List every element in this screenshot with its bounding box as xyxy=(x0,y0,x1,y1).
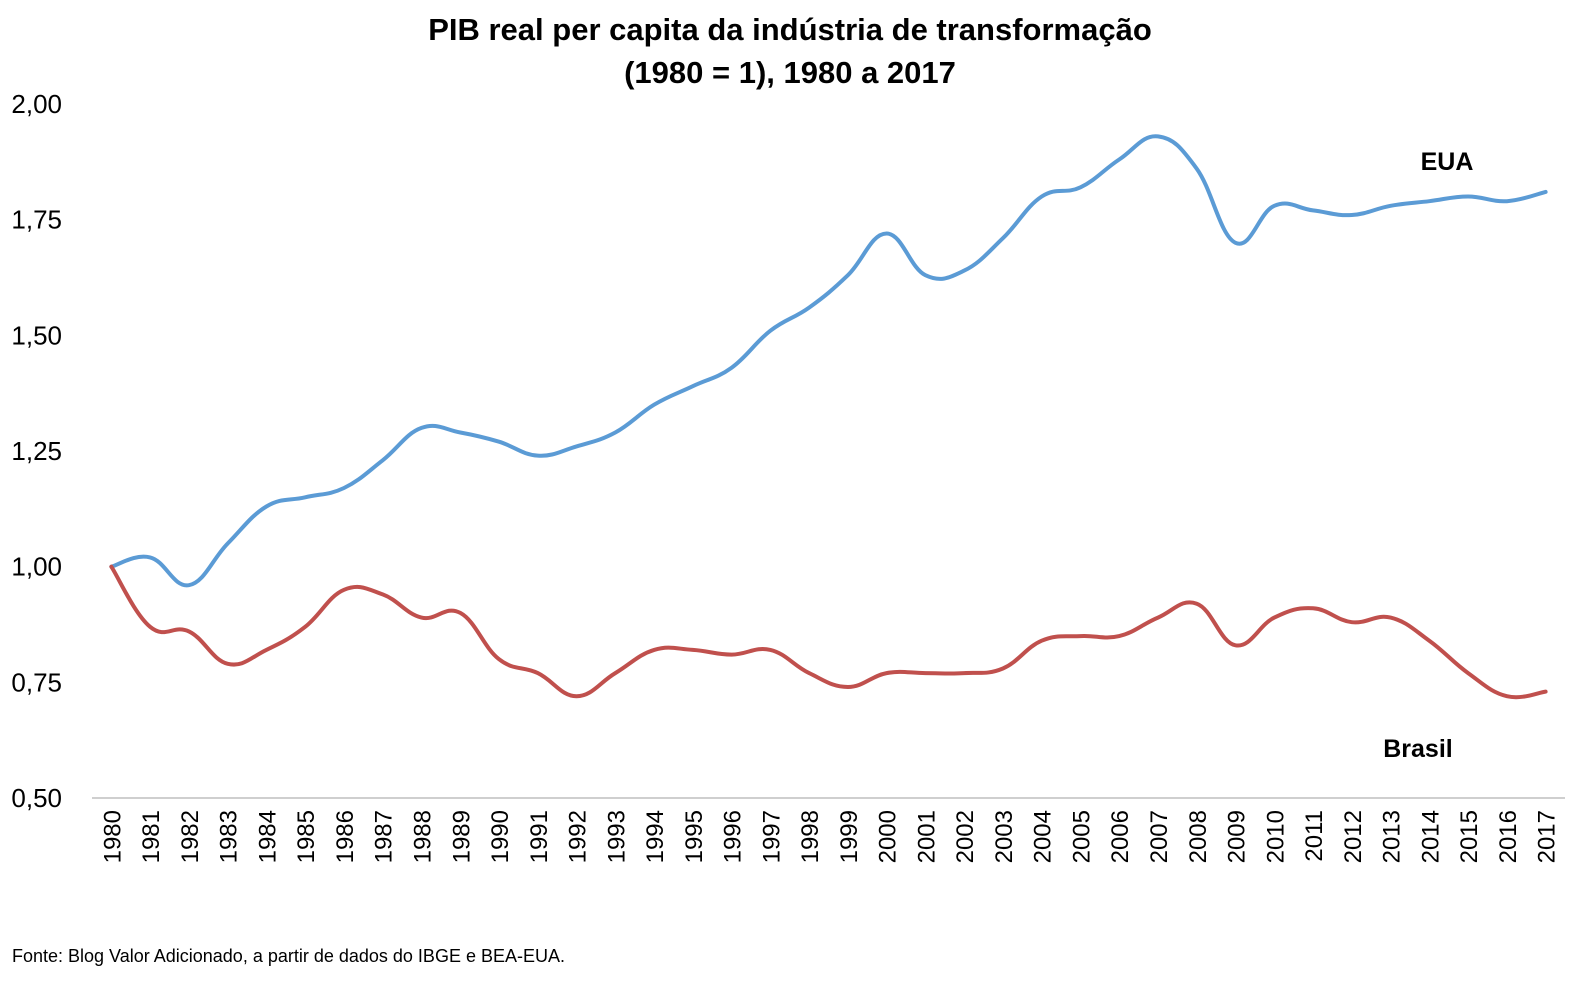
chart-title: PIB real per capita da indústria de tran… xyxy=(428,12,1152,47)
y-tick-label: 0,50 xyxy=(11,783,62,813)
y-tick-label: 0,75 xyxy=(11,667,62,697)
x-tick-label: 1983 xyxy=(216,810,243,863)
x-tick-label: 1999 xyxy=(836,810,863,863)
series-line-brasil xyxy=(109,564,1548,700)
x-tick-label: 1988 xyxy=(409,810,436,863)
x-tick-label: 1989 xyxy=(448,810,475,863)
x-tick-label: 2016 xyxy=(1495,810,1522,863)
x-tick-label: 1991 xyxy=(526,810,553,863)
x-tick-label: 2012 xyxy=(1340,810,1367,863)
x-tick-label: 2001 xyxy=(913,810,940,863)
series-lines xyxy=(109,134,1548,700)
x-tick-label: 1993 xyxy=(603,810,630,863)
x-tick-label: 2008 xyxy=(1185,810,1212,863)
x-tick-label: 1981 xyxy=(138,810,165,863)
x-tick-label: 2007 xyxy=(1146,810,1173,863)
x-tick-label: 1992 xyxy=(565,810,592,863)
x-tick-label: 1990 xyxy=(487,810,514,863)
series-line-eua xyxy=(109,134,1548,588)
x-tick-label: 1994 xyxy=(642,810,669,863)
x-tick-label: 2005 xyxy=(1068,810,1095,863)
y-tick-label: 1,00 xyxy=(11,552,62,582)
x-tick-label: 2015 xyxy=(1456,810,1483,863)
x-tick-label: 2014 xyxy=(1417,810,1444,863)
x-tick-label: 2017 xyxy=(1534,810,1561,863)
x-tick-label: 2009 xyxy=(1224,810,1251,863)
x-tick-label: 1984 xyxy=(254,810,281,863)
x-tick-label: 2004 xyxy=(1030,810,1057,863)
x-tick-label: 1985 xyxy=(293,810,320,863)
x-tick-label: 2002 xyxy=(952,810,979,863)
x-tick-label: 1997 xyxy=(758,810,785,863)
x-tick-label: 1996 xyxy=(720,810,747,863)
x-tick-label: 2011 xyxy=(1301,810,1328,862)
series-label-brasil: Brasil xyxy=(1383,735,1452,763)
x-axis-ticks: 1980 1981 1982 1983 1984 1985 1986 1987 1988 1989… xyxy=(99,810,1560,863)
y-tick-label: 1,25 xyxy=(11,436,62,466)
x-tick-label: 2010 xyxy=(1262,810,1289,863)
x-tick-label: 1982 xyxy=(177,810,204,863)
y-axis-ticks: 0,50 0,75 1,00 1,25 1,50 1,75 2,00 xyxy=(11,89,62,813)
x-tick-label: 2003 xyxy=(991,810,1018,863)
x-tick-label: 1995 xyxy=(681,810,708,863)
y-tick-label: 1,75 xyxy=(11,205,62,235)
series-label-eua: EUA xyxy=(1421,148,1474,176)
y-tick-label: 2,00 xyxy=(11,89,62,119)
y-tick-label: 1,50 xyxy=(11,320,62,350)
x-tick-label: 2006 xyxy=(1107,810,1134,863)
x-tick-label: 1987 xyxy=(371,810,398,863)
source-note: Fonte: Blog Valor Adicionado, a partir d… xyxy=(12,946,565,966)
x-tick-label: 1998 xyxy=(797,810,824,863)
x-tick-label: 1980 xyxy=(99,810,126,863)
x-tick-label: 2000 xyxy=(875,810,902,863)
x-tick-label: 1986 xyxy=(332,810,359,863)
x-tick-label: 2013 xyxy=(1379,810,1406,863)
chart-subtitle: (1980 = 1), 1980 a 2017 xyxy=(624,55,956,90)
